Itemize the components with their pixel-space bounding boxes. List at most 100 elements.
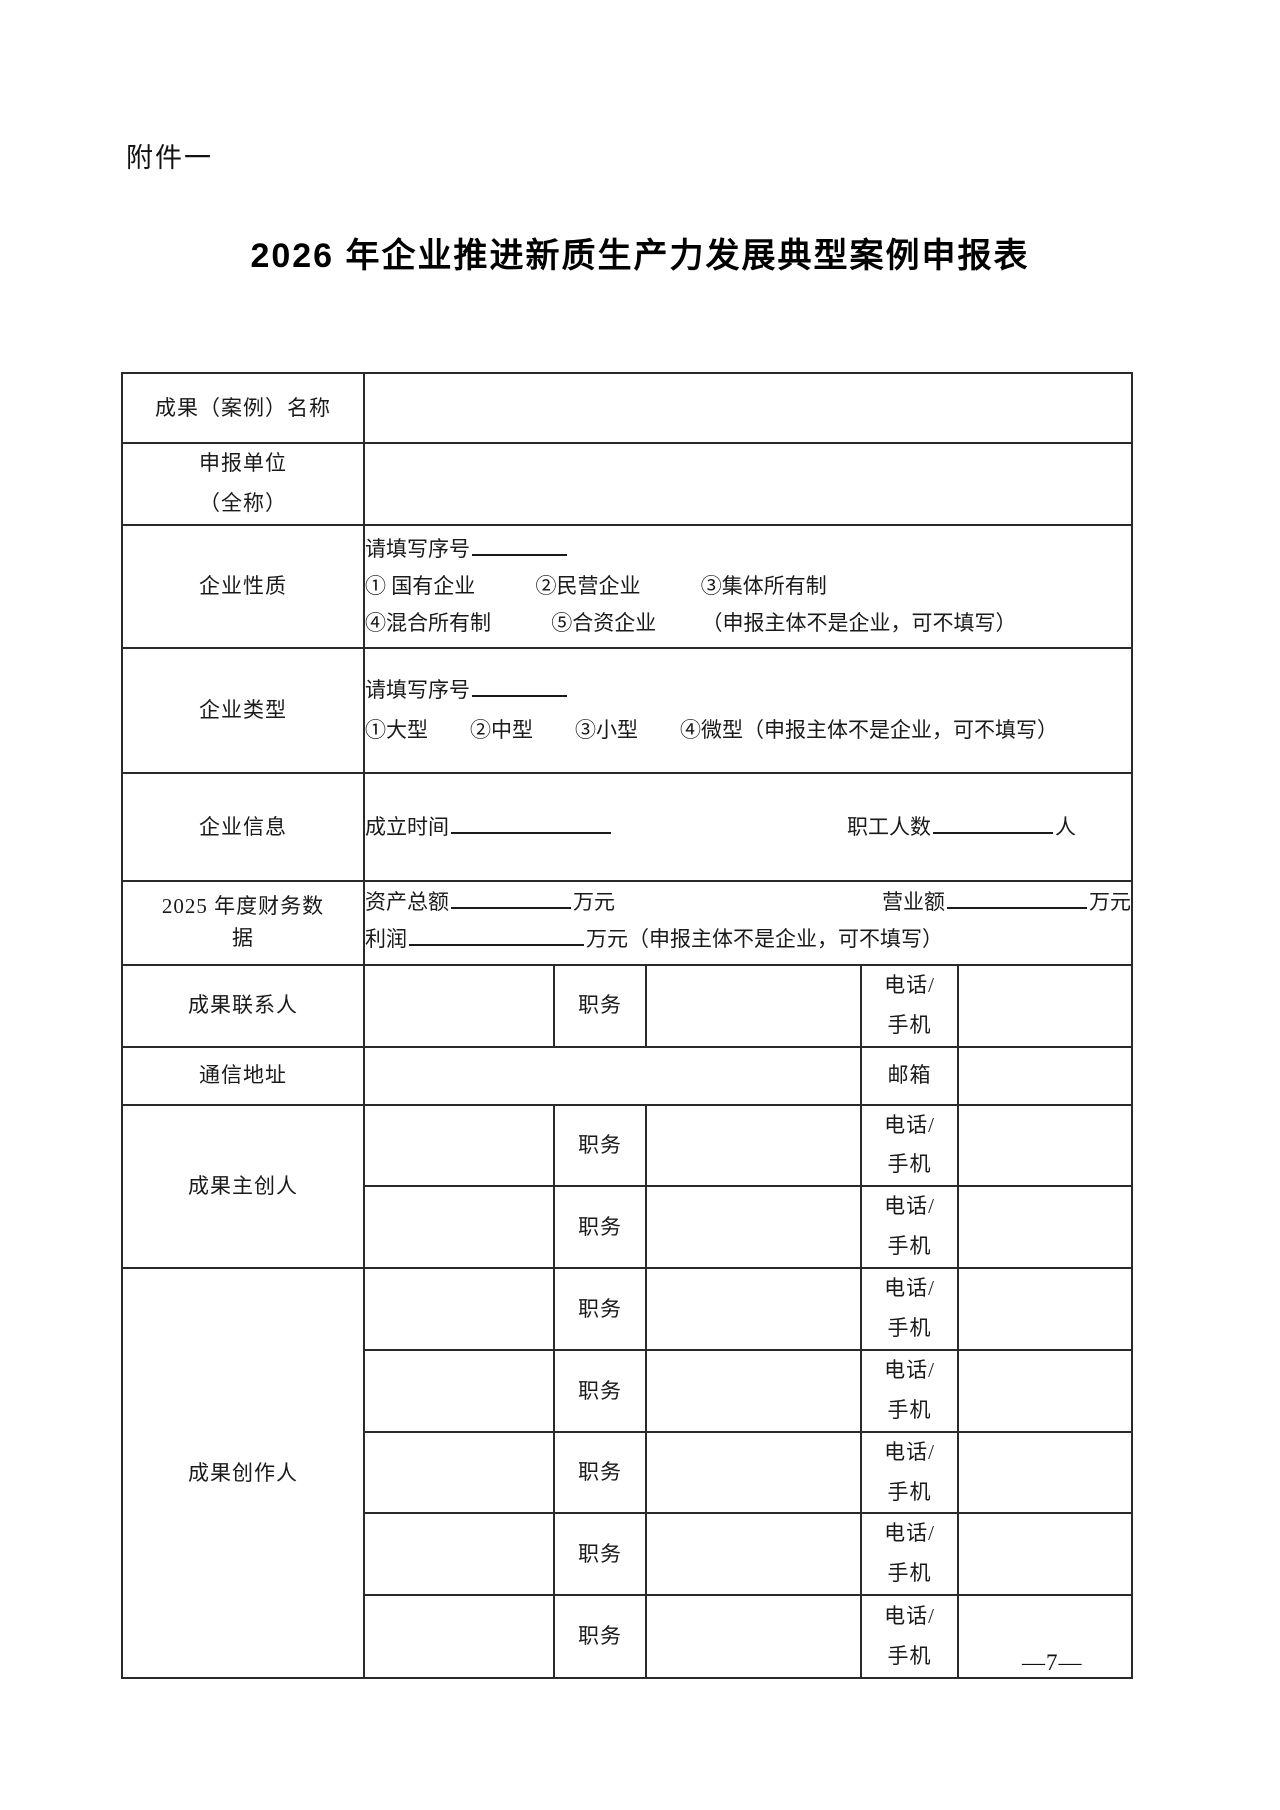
- row-main-creator-2: 职务 电话/ 手机: [122, 1185, 1134, 1270]
- phone-label-line1: 电话/: [884, 1521, 935, 1546]
- row-contact-person: 成果联系人 职务 电话/ 手机: [121, 963, 1134, 1048]
- row-creator-5: 职务 电话/ 手机: [122, 1594, 1134, 1680]
- nature-options-line1: ① 国有企业 ②民营企业 ③集体所有制: [365, 570, 1131, 603]
- row-creator-2: 职务 电话/ 手机: [122, 1348, 1134, 1433]
- creator-name-input-cell[interactable]: [363, 1512, 555, 1597]
- phone-label-line2: 手机: [887, 1643, 932, 1668]
- assets-label: 资产总额: [365, 890, 449, 915]
- phone-label-line2: 手机: [887, 1479, 932, 1504]
- creator-position-input-cell[interactable]: [645, 1348, 862, 1433]
- main-creator-position-input-cell[interactable]: [645, 1103, 862, 1188]
- founded-label: 成立时间: [365, 814, 449, 839]
- main-creator-name-input-cell[interactable]: [363, 1185, 555, 1270]
- creator-phone-input-cell[interactable]: [956, 1594, 1134, 1680]
- row-creator-4: 职务 电话/ 手机: [122, 1512, 1134, 1597]
- page-title: 2026 年企业推进新质生产力发展典型案例申报表: [250, 237, 1030, 275]
- fill-blank[interactable]: [933, 811, 1054, 834]
- fill-blank[interactable]: [451, 886, 571, 910]
- creator-name-input-cell[interactable]: [363, 1267, 555, 1351]
- creator-phone-input-cell[interactable]: [956, 1348, 1134, 1433]
- type-options-text: ①大型 ②中型 ③小型 ④微型（申报主体不是企业，可不填写）: [365, 717, 1058, 742]
- creator-position-input-cell[interactable]: [645, 1267, 862, 1351]
- address-input-cell[interactable]: [363, 1045, 862, 1106]
- creator-phone-input-cell[interactable]: [956, 1267, 1134, 1351]
- contact-person-label: 成果联系人: [121, 963, 365, 1048]
- creator-name-input-cell[interactable]: [363, 1348, 555, 1433]
- mailing-address-label: 通信地址: [121, 1045, 365, 1106]
- creator-phone-input-cell[interactable]: [956, 1430, 1134, 1515]
- nature-option-4: ④混合所有制: [365, 610, 491, 635]
- row-enterprise-nature: 企业性质 请填写序号 ① 国有企业 ②民营企业 ③集体所有制 ④混合所有制 ⑤合…: [121, 523, 1134, 649]
- result-name-input-cell[interactable]: [362, 372, 1134, 444]
- row-enterprise-type: 企业类型 请填写序号 ①大型 ②中型 ③小型 ④微型（申报主体不是企业，可不填写…: [121, 646, 1134, 774]
- creator-position-input-cell[interactable]: [645, 1512, 862, 1597]
- main-creator-name-input-cell[interactable]: [363, 1103, 555, 1188]
- main-creator-label: 成果主创人: [121, 1103, 365, 1270]
- main-creator-phone-input-cell[interactable]: [956, 1103, 1134, 1188]
- finance-cell: 资产总额 万元 营业额 万元 利润 万元（申报主体不是企业，可不填写）: [362, 879, 1134, 966]
- nature-option-1: ① 国有企业: [365, 574, 476, 598]
- assets-field: 资产总额 万元: [365, 886, 615, 919]
- fill-blank[interactable]: [472, 674, 567, 698]
- type-fill-line: 请填写序号: [365, 674, 1131, 707]
- profit-field: 利润 万元（申报主体不是企业，可不填写）: [365, 923, 1131, 956]
- contact-position-input-cell[interactable]: [645, 963, 862, 1048]
- nature-option-note: （申报主体不是企业，可不填写）: [701, 610, 1017, 635]
- enterprise-nature-label: 企业性质: [121, 523, 365, 649]
- revenue-field: 营业额 万元: [882, 886, 1131, 919]
- phone-label-line1: 电话/: [884, 1276, 935, 1301]
- phone-label-line1: 电话/: [884, 1439, 935, 1464]
- enterprise-info-cell: 成立时间 职工人数 人: [362, 771, 1134, 882]
- main-creator-phone-input-cell[interactable]: [956, 1185, 1134, 1270]
- nature-option-2: ②民营企业: [535, 574, 641, 598]
- creators-label: 成果创作人: [121, 1267, 365, 1680]
- applicant-label: 申报单位 （全称）: [121, 442, 365, 526]
- phone-label: 电话/ 手机: [860, 1103, 959, 1188]
- finance-label-line1: 2025 年度财务数: [161, 894, 325, 919]
- applicant-input-cell[interactable]: [362, 442, 1134, 526]
- phone-label: 电话/ 手机: [860, 1430, 959, 1515]
- row-main-creator-1: 成果主创人 职务 电话/ 手机: [121, 1103, 1134, 1270]
- phone-label-line1: 电话/: [884, 972, 935, 997]
- assets-unit: 万元: [573, 890, 615, 915]
- enterprise-info-label: 企业信息: [121, 771, 365, 882]
- phone-label-line1: 电话/: [884, 1357, 935, 1382]
- fill-blank[interactable]: [947, 886, 1088, 910]
- nature-fill-prompt: 请填写序号: [365, 537, 470, 562]
- phone-label: 电话/ 手机: [860, 1348, 959, 1433]
- fill-blank[interactable]: [409, 923, 584, 946]
- contact-name-input-cell[interactable]: [363, 963, 555, 1048]
- applicant-label-line2: （全称）: [199, 490, 287, 515]
- nature-option-5: ⑤合资企业: [551, 610, 657, 635]
- row-enterprise-info: 企业信息 成立时间 职工人数 人: [121, 771, 1134, 882]
- phone-label-line2: 手机: [887, 1152, 932, 1177]
- finance-label: 2025 年度财务数 据: [121, 879, 365, 966]
- finance-label-line2: 据: [232, 925, 254, 950]
- nature-fill-line: 请填写序号: [365, 533, 1131, 566]
- creator-phone-input-cell[interactable]: [956, 1512, 1134, 1597]
- creator-name-input-cell[interactable]: [363, 1430, 555, 1515]
- attachment-label: 附件一: [126, 143, 213, 173]
- nature-options-line2: ④混合所有制 ⑤合资企业 （申报主体不是企业，可不填写）: [365, 607, 1131, 640]
- email-input-cell[interactable]: [956, 1045, 1134, 1106]
- application-form-table: 成果（案例）名称 申报单位 （全称） 企业性质 请填写序号 ① 国有企业: [121, 372, 1134, 1680]
- phone-label-line1: 电话/: [884, 1112, 935, 1137]
- type-fill-prompt: 请填写序号: [365, 678, 470, 703]
- position-label: 职务: [553, 963, 647, 1048]
- creator-name-input-cell[interactable]: [363, 1594, 555, 1680]
- phone-label: 电话/ 手机: [860, 963, 959, 1048]
- phone-label-line1: 电话/: [884, 1603, 935, 1628]
- creator-position-input-cell[interactable]: [645, 1594, 862, 1680]
- staff-count-field: 职工人数 人: [847, 811, 1076, 844]
- row-mailing-address: 通信地址 邮箱: [121, 1045, 1134, 1106]
- creator-position-input-cell[interactable]: [645, 1430, 862, 1515]
- fill-blank[interactable]: [451, 811, 611, 834]
- main-creator-position-input-cell[interactable]: [645, 1185, 862, 1270]
- position-label: 职务: [553, 1267, 647, 1351]
- phone-label: 电话/ 手机: [860, 1512, 959, 1597]
- revenue-unit: 万元: [1089, 890, 1132, 915]
- fill-blank[interactable]: [472, 533, 567, 557]
- enterprise-nature-options-cell: 请填写序号 ① 国有企业 ②民营企业 ③集体所有制 ④混合所有制 ⑤合资企业 （…: [362, 523, 1134, 649]
- contact-phone-input-cell[interactable]: [956, 963, 1134, 1048]
